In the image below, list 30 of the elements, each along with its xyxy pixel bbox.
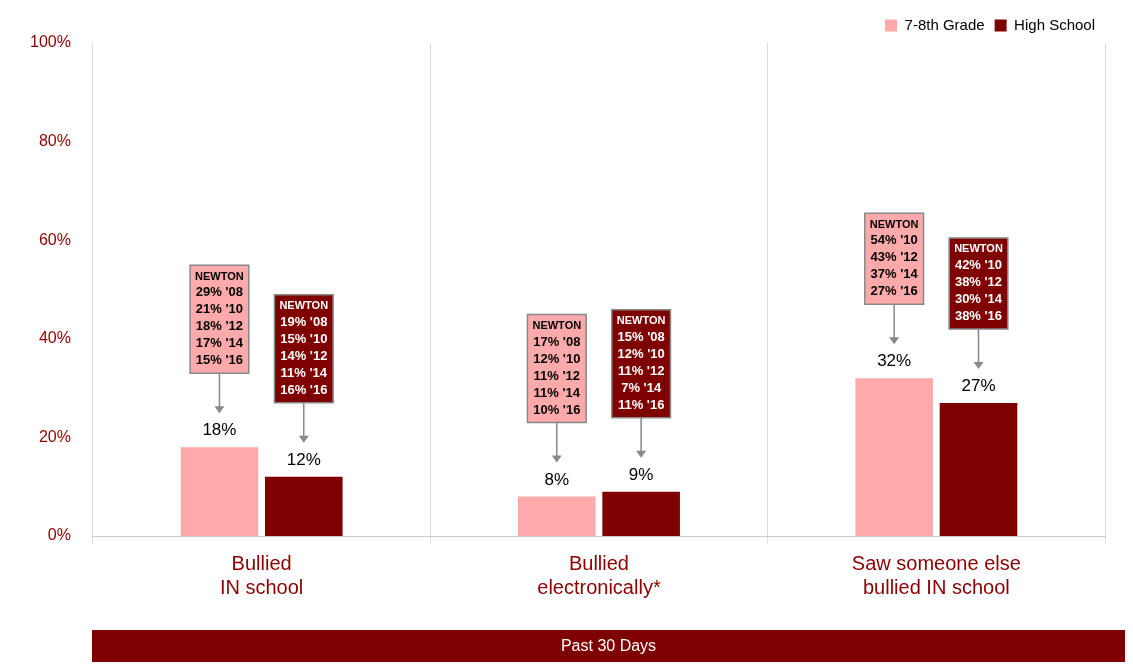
legend-label: 7-8th Grade [904, 15, 985, 33]
legend-label: High School [1014, 15, 1096, 33]
y-tick-label: 80% [38, 132, 71, 150]
bar [264, 476, 343, 536]
data-label: 12% [286, 450, 321, 470]
y-tick-label: 100% [30, 33, 71, 51]
data-label: 8% [544, 469, 570, 489]
data-label: 18% [202, 420, 237, 440]
annotation: NEWTON 17% '08 12% '10 11% '12 11% '14 10% '16 [532, 319, 582, 417]
bar [602, 491, 680, 536]
bar [939, 402, 1018, 536]
annotation: NEWTON 54% '10 43% '12 37% '14 27% '16 [869, 217, 919, 299]
bar [518, 496, 596, 536]
data-label: 27% [961, 376, 996, 396]
data-label: 32% [877, 351, 912, 371]
bar [855, 378, 933, 536]
bar [180, 447, 259, 536]
x-tick-label: Bullied electronically* [537, 551, 661, 598]
x-tick-label: Saw someone else bullied IN school [851, 551, 1021, 598]
x-tick-label: Bullied IN school [219, 551, 304, 598]
y-tick-label: 0% [47, 526, 71, 544]
data-label: 9% [628, 464, 654, 484]
annotation: NEWTON 29% '08 21% '10 18% '12 17% '14 15% '16 [195, 269, 244, 368]
annotation: NEWTON 19% '08 15% '10 14% '12 11% '14 16% '16 [279, 299, 329, 397]
text: Past 30 Days [92, 630, 1125, 662]
y-tick-label: 40% [38, 329, 71, 347]
annotation: NEWTON 15% '08 12% '10 11% '12 7% '14 11% '16 [616, 314, 666, 412]
y-tick-label: 60% [38, 230, 71, 248]
annotation: NEWTON 42% '10 38% '12 30% '14 38% '16 [954, 242, 1003, 323]
y-tick-label: 20% [38, 427, 71, 445]
